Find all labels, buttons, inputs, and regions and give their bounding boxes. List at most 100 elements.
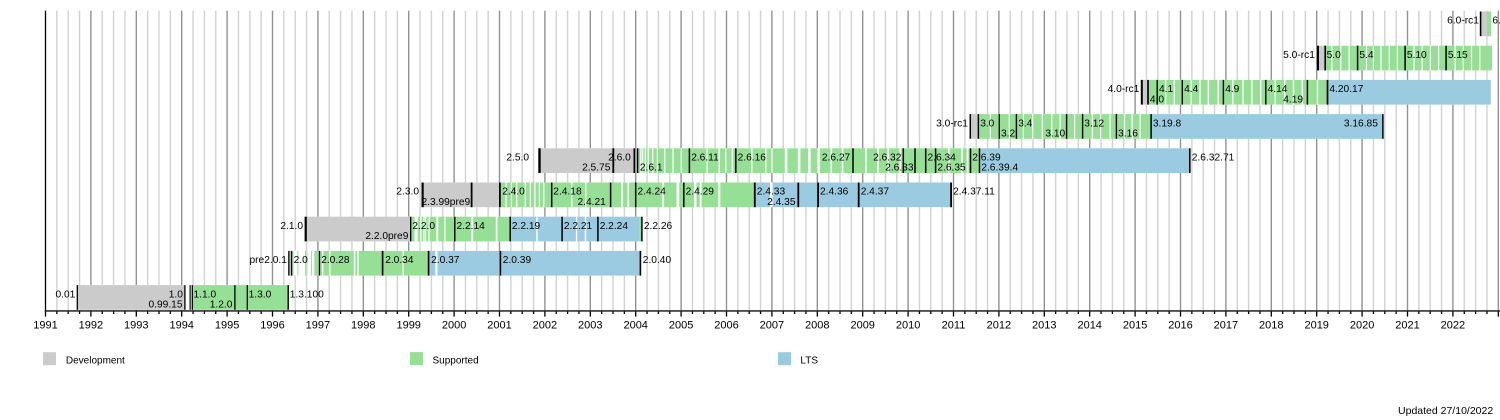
svg-text:2.6.27: 2.6.27 bbox=[822, 153, 851, 164]
svg-text:2014: 2014 bbox=[1077, 319, 1101, 331]
svg-text:1993: 1993 bbox=[124, 319, 148, 331]
svg-text:4.19: 4.19 bbox=[1283, 94, 1303, 105]
svg-text:1.1.0: 1.1.0 bbox=[194, 289, 217, 300]
svg-text:pre2.0.1: pre2.0.1 bbox=[250, 255, 288, 266]
svg-text:4.14: 4.14 bbox=[1268, 84, 1288, 95]
svg-text:2016: 2016 bbox=[1168, 319, 1192, 331]
svg-text:2000: 2000 bbox=[442, 319, 466, 331]
svg-text:1995: 1995 bbox=[215, 319, 239, 331]
svg-text:1997: 1997 bbox=[306, 319, 330, 331]
svg-text:Supported: Supported bbox=[433, 355, 479, 366]
svg-text:2.0.28: 2.0.28 bbox=[321, 255, 350, 266]
svg-text:3.16.85: 3.16.85 bbox=[1344, 118, 1378, 129]
svg-text:2.6.32.71: 2.6.32.71 bbox=[1192, 153, 1235, 164]
svg-text:3.19.8: 3.19.8 bbox=[1153, 118, 1182, 129]
svg-text:2015: 2015 bbox=[1123, 319, 1147, 331]
svg-text:2011: 2011 bbox=[942, 319, 966, 331]
svg-text:2013: 2013 bbox=[1032, 319, 1056, 331]
svg-text:1992: 1992 bbox=[79, 319, 103, 331]
svg-text:2.2.0pre9: 2.2.0pre9 bbox=[365, 231, 408, 242]
svg-text:2.4.29: 2.4.29 bbox=[686, 187, 715, 198]
svg-text:2.2.21: 2.2.21 bbox=[564, 221, 593, 232]
svg-text:5.0: 5.0 bbox=[1327, 50, 1341, 61]
svg-text:2004: 2004 bbox=[623, 319, 647, 331]
svg-text:4.0-rc1: 4.0-rc1 bbox=[1108, 84, 1140, 95]
svg-text:2001: 2001 bbox=[487, 319, 511, 331]
svg-text:1998: 1998 bbox=[351, 319, 375, 331]
svg-text:5.0-rc1: 5.0-rc1 bbox=[1283, 50, 1315, 61]
svg-text:4.1: 4.1 bbox=[1159, 84, 1173, 95]
svg-text:3.2: 3.2 bbox=[1001, 129, 1015, 140]
svg-text:LTS: LTS bbox=[800, 355, 818, 366]
svg-text:5.4: 5.4 bbox=[1359, 50, 1373, 61]
svg-text:2010: 2010 bbox=[896, 319, 920, 331]
svg-text:2.6.1: 2.6.1 bbox=[640, 163, 663, 174]
svg-text:2.1.0: 2.1.0 bbox=[280, 221, 303, 232]
svg-text:2.2.14: 2.2.14 bbox=[457, 221, 486, 232]
svg-text:5.15: 5.15 bbox=[1448, 50, 1468, 61]
svg-text:2.0.40: 2.0.40 bbox=[643, 255, 672, 266]
svg-text:3.4: 3.4 bbox=[1018, 118, 1032, 129]
svg-text:2.6.16: 2.6.16 bbox=[738, 153, 767, 164]
svg-text:1.3.100: 1.3.100 bbox=[290, 289, 324, 300]
svg-text:1991: 1991 bbox=[33, 319, 57, 331]
svg-text:2.0.37: 2.0.37 bbox=[431, 255, 460, 266]
svg-text:2005: 2005 bbox=[669, 319, 693, 331]
svg-text:3.0: 3.0 bbox=[980, 118, 994, 129]
svg-text:2.4.36: 2.4.36 bbox=[820, 187, 849, 198]
svg-text:2.6.32: 2.6.32 bbox=[873, 153, 902, 164]
svg-text:2020: 2020 bbox=[1350, 319, 1374, 331]
svg-text:4.4: 4.4 bbox=[1184, 84, 1198, 95]
svg-text:2017: 2017 bbox=[1214, 319, 1238, 331]
svg-text:6.0: 6.0 bbox=[1492, 16, 1500, 27]
svg-text:2.3.99pre9: 2.3.99pre9 bbox=[421, 197, 470, 208]
svg-text:3.12: 3.12 bbox=[1084, 118, 1104, 129]
svg-text:2.2.0: 2.2.0 bbox=[412, 221, 435, 232]
svg-text:2008: 2008 bbox=[805, 319, 829, 331]
svg-text:2.4.0: 2.4.0 bbox=[502, 187, 525, 198]
svg-text:2022: 2022 bbox=[1441, 319, 1465, 331]
svg-text:2.0: 2.0 bbox=[294, 255, 308, 266]
svg-text:2.5.75: 2.5.75 bbox=[582, 163, 611, 174]
svg-text:3.10: 3.10 bbox=[1045, 129, 1065, 140]
svg-text:3.16: 3.16 bbox=[1118, 129, 1138, 140]
svg-text:Development: Development bbox=[66, 355, 125, 366]
svg-text:2021: 2021 bbox=[1395, 319, 1419, 331]
svg-text:2.2.26: 2.2.26 bbox=[644, 221, 673, 232]
svg-text:2007: 2007 bbox=[760, 319, 784, 331]
svg-text:2.0.34: 2.0.34 bbox=[385, 255, 414, 266]
svg-text:1.0: 1.0 bbox=[169, 289, 183, 300]
svg-text:2.4.37.11: 2.4.37.11 bbox=[953, 187, 995, 198]
svg-text:2003: 2003 bbox=[578, 319, 602, 331]
svg-text:2.2.24: 2.2.24 bbox=[600, 221, 629, 232]
svg-text:2012: 2012 bbox=[987, 319, 1011, 331]
svg-text:2.6.35: 2.6.35 bbox=[937, 163, 966, 174]
svg-text:3.0-rc1: 3.0-rc1 bbox=[936, 118, 968, 129]
svg-text:2.2.19: 2.2.19 bbox=[512, 221, 541, 232]
svg-text:1994: 1994 bbox=[169, 319, 193, 331]
svg-text:0.01: 0.01 bbox=[55, 289, 75, 300]
svg-text:2.6.34: 2.6.34 bbox=[928, 153, 957, 164]
svg-text:2.6.0: 2.6.0 bbox=[608, 153, 631, 164]
svg-text:2.4.33: 2.4.33 bbox=[757, 187, 786, 198]
svg-text:4.9: 4.9 bbox=[1225, 84, 1239, 95]
svg-text:2.6.39.4: 2.6.39.4 bbox=[981, 163, 1018, 174]
svg-text:2.0.39: 2.0.39 bbox=[503, 255, 532, 266]
svg-text:2019: 2019 bbox=[1304, 319, 1328, 331]
svg-text:2.6.33: 2.6.33 bbox=[885, 163, 914, 174]
svg-text:2.6.39: 2.6.39 bbox=[972, 153, 1001, 164]
svg-text:2006: 2006 bbox=[714, 319, 738, 331]
svg-text:6.0-rc1: 6.0-rc1 bbox=[1447, 16, 1479, 27]
svg-text:2.4.37: 2.4.37 bbox=[861, 187, 890, 198]
svg-text:2.4.35: 2.4.35 bbox=[767, 197, 796, 208]
svg-text:Updated 27/10/2022: Updated 27/10/2022 bbox=[1398, 405, 1493, 417]
svg-text:1996: 1996 bbox=[260, 319, 284, 331]
svg-text:2.3.0: 2.3.0 bbox=[396, 187, 419, 198]
svg-text:2018: 2018 bbox=[1259, 319, 1283, 331]
svg-text:2009: 2009 bbox=[850, 319, 874, 331]
svg-text:2002: 2002 bbox=[533, 319, 557, 331]
svg-text:2.6.11: 2.6.11 bbox=[691, 153, 719, 164]
svg-text:1.3.0: 1.3.0 bbox=[249, 289, 272, 300]
svg-text:2.4.24: 2.4.24 bbox=[638, 187, 667, 198]
svg-text:4.0: 4.0 bbox=[1150, 94, 1164, 105]
